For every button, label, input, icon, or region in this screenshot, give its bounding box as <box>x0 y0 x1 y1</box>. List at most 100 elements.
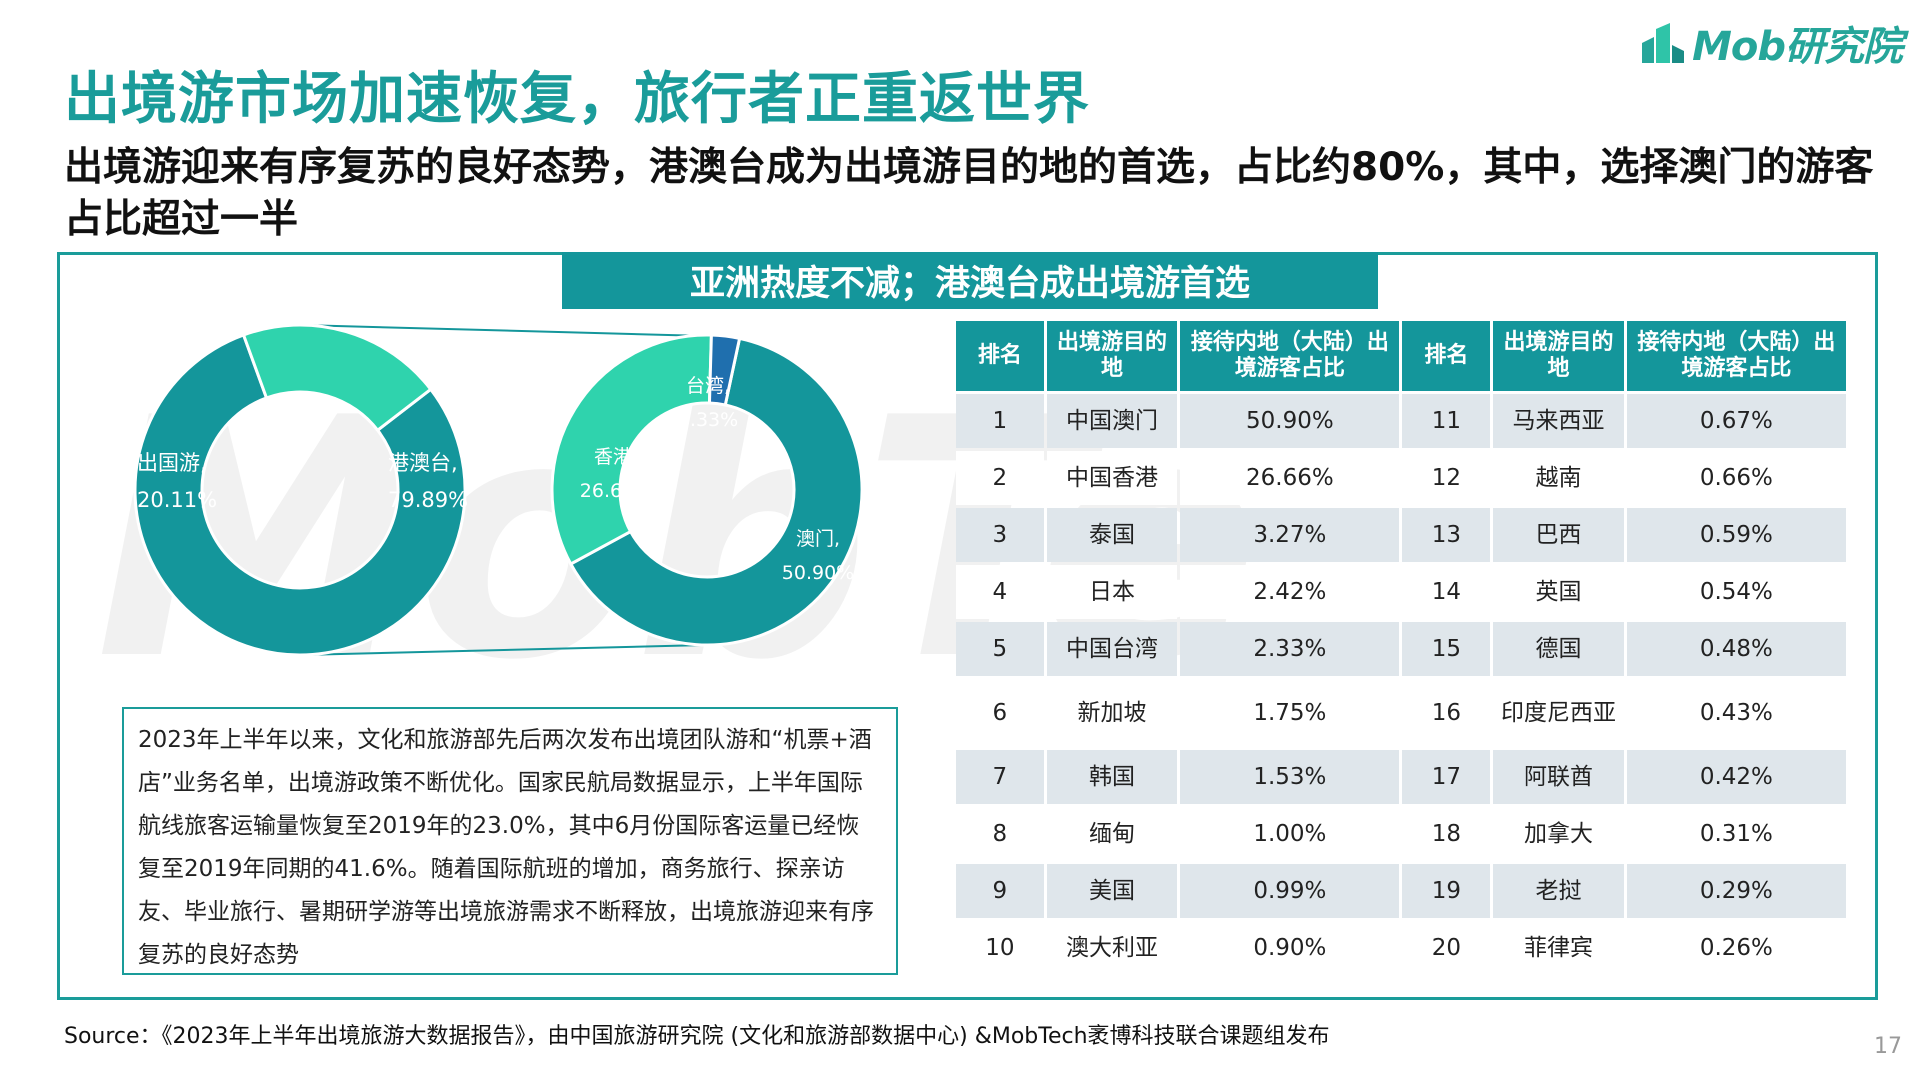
table-row: 8 缅甸 1.00% 18 加拿大 0.31% <box>956 807 1846 861</box>
page-subtitle: 出境游迎来有序复苏的良好态势，港澳台成为出境游目的地的首选，占比约80%，其中，… <box>64 145 1874 242</box>
table-cell: 1 <box>956 394 1044 448</box>
table-header-cell: 接待内地（大陆）出境游客占比 <box>1626 321 1846 391</box>
table-cell: 0.99% <box>1180 864 1400 918</box>
table-cell: 3.27% <box>1180 508 1400 562</box>
logo-text: Mob研究院 <box>1692 24 1903 70</box>
table-cell: 0.59% <box>1626 508 1846 562</box>
table-row: 1 中国澳门 50.90% 11 马来西亚 0.67% <box>956 394 1846 448</box>
slice-category-label: 澳门, <box>796 528 840 550</box>
connector-line-bottom <box>299 644 707 656</box>
table-cell: 8 <box>956 807 1044 861</box>
mob-logo: Mob研究院 <box>1640 14 1903 72</box>
page-number: 17 <box>1874 1034 1902 1059</box>
table-cell: 中国台湾 <box>1046 622 1178 676</box>
table-cell: 中国澳门 <box>1046 394 1178 448</box>
table-cell: 19 <box>1402 864 1491 918</box>
table-cell: 0.66% <box>1626 451 1846 505</box>
table-cell: 9 <box>956 864 1044 918</box>
table-row: 7 韩国 1.53% 17 阿联酋 0.42% <box>956 750 1846 804</box>
table-cell: 日本 <box>1046 565 1178 619</box>
table-cell: 新加坡 <box>1046 679 1178 747</box>
donut-chart-overall <box>133 323 467 657</box>
table-cell: 1.53% <box>1180 750 1400 804</box>
table-cell: 18 <box>1402 807 1491 861</box>
table-cell: 0.26% <box>1626 921 1846 975</box>
slice-category-label: 香港, <box>594 446 638 468</box>
table-cell: 4 <box>956 565 1044 619</box>
table-cell: 13 <box>1402 508 1491 562</box>
slice-value-label: 26.66% <box>580 480 652 502</box>
table-cell: 3 <box>956 508 1044 562</box>
donut-slice <box>568 336 864 647</box>
table-cell: 11 <box>1402 394 1491 448</box>
table-header-row: 排名 出境游目的地 接待内地（大陆）出境游客占比 排名 出境游目的地 接待内地（大陆）出境… <box>956 321 1846 391</box>
donut-slice <box>550 333 713 567</box>
table-cell: 美国 <box>1046 864 1178 918</box>
table-cell: 阿联酋 <box>1493 750 1624 804</box>
table-cell: 越南 <box>1493 451 1624 505</box>
table-row: 2 中国香港 26.66% 12 越南 0.66% <box>956 451 1846 505</box>
table-cell: 15 <box>1402 622 1491 676</box>
table-cell: 加拿大 <box>1493 807 1624 861</box>
table-cell: 0.90% <box>1180 921 1400 975</box>
table-cell: 50.90% <box>1180 394 1400 448</box>
table-cell: 巴西 <box>1493 508 1624 562</box>
table-header-cell: 排名 <box>956 321 1044 391</box>
slice-value-label: 79.89% <box>388 488 468 512</box>
table-header-cell: 出境游目的地 <box>1493 321 1624 391</box>
table-cell: 10 <box>956 921 1044 975</box>
table-cell: 7 <box>956 750 1044 804</box>
slice-category-label: 出国游, <box>137 451 207 475</box>
table-cell: 0.67% <box>1626 394 1846 448</box>
connector-lines <box>299 324 707 656</box>
table-cell: 6 <box>956 679 1044 747</box>
table-header-cell: 出境游目的地 <box>1046 321 1178 391</box>
table-cell: 1.00% <box>1180 807 1400 861</box>
table-cell: 5 <box>956 622 1044 676</box>
slice-category-label: 台湾, <box>686 375 730 397</box>
slice-value-label: 2.33% <box>678 409 738 431</box>
table-cell: 16 <box>1402 679 1491 747</box>
table-cell: 英国 <box>1493 565 1624 619</box>
section-banner: 亚洲热度不减；港澳台成出境游首选 <box>562 252 1378 309</box>
slice-value-label: 20.11% <box>137 488 217 512</box>
table-cell: 缅甸 <box>1046 807 1178 861</box>
destination-ranking-table: 排名 出境游目的地 接待内地（大陆）出境游客占比 排名 出境游目的地 接待内地（大陆）出境… <box>953 318 1849 978</box>
table-cell: 中国香港 <box>1046 451 1178 505</box>
table-cell: 2 <box>956 451 1044 505</box>
table-cell: 26.66% <box>1180 451 1400 505</box>
table-cell: 老挝 <box>1493 864 1624 918</box>
page-title: 出境游市场加速恢复，旅行者正重返世界 <box>64 67 1090 132</box>
table-header-cell: 排名 <box>1402 321 1491 391</box>
table-cell: 0.29% <box>1626 864 1846 918</box>
table-cell: 印度尼西亚 <box>1493 679 1624 747</box>
table-cell: 马来西亚 <box>1493 394 1624 448</box>
table-cell: 0.48% <box>1626 622 1846 676</box>
table-cell: 2.42% <box>1180 565 1400 619</box>
table-row: 3 泰国 3.27% 13 巴西 0.59% <box>956 508 1846 562</box>
table-header-cell: 接待内地（大陆）出境游客占比 <box>1180 321 1400 391</box>
building-icon <box>1642 23 1685 63</box>
table-cell: 0.42% <box>1626 750 1846 804</box>
table-cell: 17 <box>1402 750 1491 804</box>
slice-category-label: 港澳台, <box>388 451 458 475</box>
table-cell: 12 <box>1402 451 1491 505</box>
table-row: 10 澳大利亚 0.90% 20 菲律宾 0.26% <box>956 921 1846 975</box>
table-row: 9 美国 0.99% 19 老挝 0.29% <box>956 864 1846 918</box>
table-cell: 澳大利亚 <box>1046 921 1178 975</box>
source-citation: Source：《2023年上半年出境旅游大数据报告》，由中国旅游研究院 (文化和… <box>64 1024 1330 1049</box>
slice-value-label: 50.90% <box>782 562 854 584</box>
table-cell: 14 <box>1402 565 1491 619</box>
table-cell: 泰国 <box>1046 508 1178 562</box>
table-cell: 2.33% <box>1180 622 1400 676</box>
table-cell: 1.75% <box>1180 679 1400 747</box>
table-row: 4 日本 2.42% 14 英国 0.54% <box>956 565 1846 619</box>
description-note: 2023年上半年以来，文化和旅游部先后两次发布出境团队游和“机票+酒店”业务名单… <box>122 707 898 975</box>
table-cell: 德国 <box>1493 622 1624 676</box>
table-cell: 20 <box>1402 921 1491 975</box>
donut-slice <box>241 323 433 433</box>
table-cell: 0.31% <box>1626 807 1846 861</box>
connector-line-top <box>299 324 707 337</box>
table-row: 6 新加坡 1.75% 16 印度尼西亚 0.43% <box>956 679 1846 747</box>
